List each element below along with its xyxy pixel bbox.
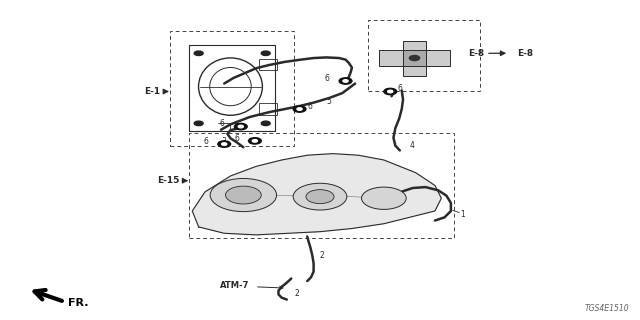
Text: 2: 2 [320,251,324,260]
Text: 6: 6 [307,102,312,111]
Text: 4: 4 [410,141,414,150]
Circle shape [306,190,334,204]
Circle shape [234,123,247,130]
Circle shape [218,141,230,147]
Text: E-15: E-15 [157,176,179,185]
Circle shape [252,140,257,142]
Text: E-1: E-1 [144,87,161,96]
Text: 6: 6 [398,84,403,93]
Circle shape [194,121,203,125]
Circle shape [225,186,261,204]
Circle shape [410,55,420,60]
Circle shape [293,183,347,210]
Bar [259,103,277,115]
Text: 6: 6 [234,134,239,143]
Text: ATM-7: ATM-7 [220,281,250,290]
Text: E-8: E-8 [516,49,533,58]
Circle shape [221,143,227,145]
Circle shape [261,51,270,55]
Circle shape [261,121,270,125]
Circle shape [384,88,397,95]
Circle shape [362,187,406,209]
Text: E-8: E-8 [468,49,484,58]
Polygon shape [192,154,442,235]
Circle shape [293,106,306,112]
Circle shape [248,138,261,144]
Circle shape [343,80,348,82]
Bar [380,50,450,66]
Text: 1: 1 [461,210,465,219]
Text: TGS4E1510: TGS4E1510 [585,304,630,313]
Circle shape [210,179,276,212]
Circle shape [194,51,203,55]
Circle shape [238,125,243,128]
Text: 6: 6 [324,74,330,83]
Text: 5: 5 [326,97,332,106]
Text: 3: 3 [221,137,226,146]
Circle shape [388,90,393,93]
Text: 6: 6 [220,119,225,129]
Text: 6: 6 [204,137,208,146]
Bar [403,41,426,76]
Text: 2: 2 [294,289,300,298]
Circle shape [297,108,302,110]
Circle shape [339,78,352,84]
Bar [189,45,275,131]
Text: FR.: FR. [68,298,89,308]
Bar [403,50,426,66]
Bar [259,59,277,70]
